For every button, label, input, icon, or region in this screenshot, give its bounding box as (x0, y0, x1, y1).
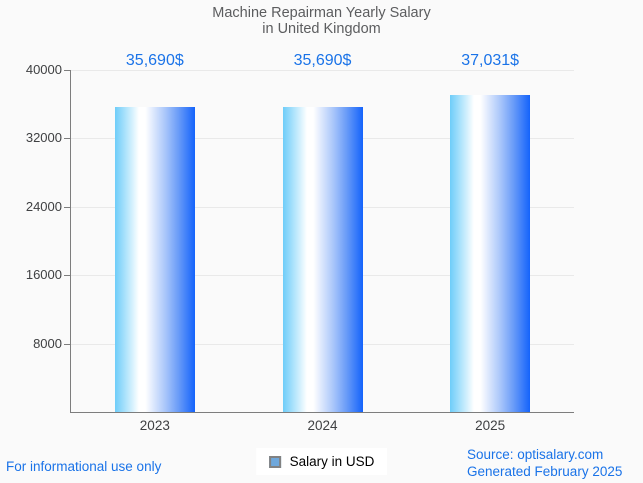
source-link[interactable]: Source: optisalary.com (467, 447, 604, 462)
source-info: Source: optisalary.com Generated Februar… (467, 446, 622, 480)
x-axis-label: 2024 (307, 418, 338, 433)
bar-2025[interactable] (450, 95, 531, 412)
legend-label: Salary in USD (289, 454, 375, 469)
x-axis-label: 2023 (139, 418, 170, 433)
y-axis-tick (64, 275, 71, 277)
bar-value-label: 35,690$ (125, 52, 184, 69)
chart-title-line1: Machine Repairman Yearly Salary (212, 5, 431, 21)
gridline (71, 70, 574, 71)
y-axis-label: 32000 (25, 130, 62, 146)
y-axis-tick (64, 343, 71, 345)
x-axis-label: 2025 (475, 418, 506, 433)
y-axis-label: 24000 (25, 198, 62, 214)
bar-value-label: 37,031$ (461, 52, 520, 69)
y-axis-tick (64, 138, 71, 140)
y-axis-label: 40000 (25, 62, 62, 77)
chart-title: Machine Repairman Yearly Salary in Unite… (0, 5, 643, 37)
y-axis-label: 16000 (25, 267, 62, 283)
generated-date: Generated February 2025 (467, 464, 623, 479)
legend-marker-icon (268, 455, 281, 468)
chart-title-line2: in United Kingdom (262, 21, 381, 37)
y-axis-label: 8000 (33, 335, 62, 351)
plot-area: 8000 16000 24000 32000 40000 35,690$ 2023 35,69… (26, 52, 574, 433)
bar-2024[interactable] (282, 106, 363, 412)
y-axis-tick (64, 70, 71, 71)
y-axis-tick (64, 206, 71, 208)
legend[interactable]: Salary in USD (255, 448, 388, 475)
disclaimer-text: For informational use only (6, 459, 162, 474)
bar-value-label: 35,690$ (293, 52, 352, 69)
bar-2023[interactable] (114, 106, 195, 412)
